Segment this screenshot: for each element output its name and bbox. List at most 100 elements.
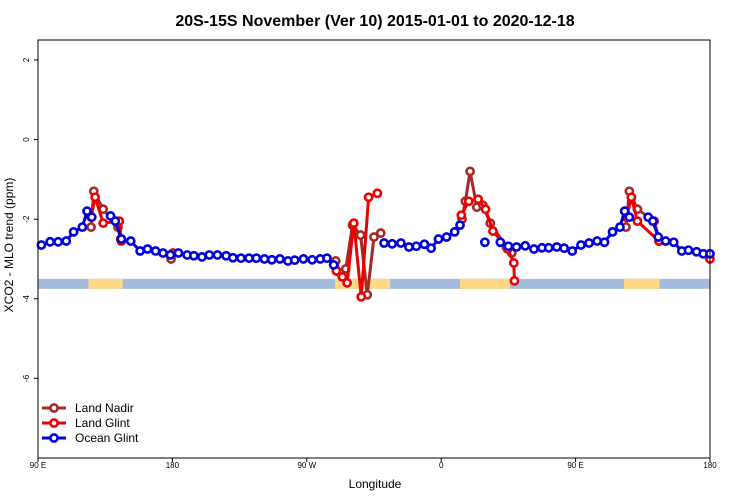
y-tick-label: -2 bbox=[22, 215, 31, 223]
data-point-ocean-glint bbox=[135, 246, 146, 256]
data-point-ocean-glint bbox=[165, 250, 176, 260]
data-point-ocean-glint bbox=[479, 237, 490, 248]
data-point-ocean-glint bbox=[419, 239, 430, 250]
data-point-ocean-glint bbox=[647, 216, 658, 227]
data-point-ocean-glint bbox=[275, 254, 285, 264]
data-point-ocean-glint bbox=[411, 241, 422, 252]
data-point-ocean-glint bbox=[110, 216, 121, 227]
land-ocean-band bbox=[38, 278, 710, 289]
legend-marker-land-glint bbox=[49, 418, 59, 428]
data-point-ocean-glint bbox=[259, 254, 270, 264]
y-tick-label: 0 bbox=[22, 137, 31, 142]
legend-marker-ocean-glint bbox=[49, 433, 59, 443]
legend-label-land-nadir: Land Nadir bbox=[75, 401, 134, 415]
data-point-ocean-glint bbox=[449, 226, 460, 237]
data-point-ocean-glint bbox=[53, 236, 64, 247]
data-point-ocean-glint bbox=[125, 236, 136, 246]
data-point-land-glint bbox=[480, 204, 491, 215]
x-tick-label: 90 E bbox=[567, 461, 583, 470]
y-tick-label: 2 bbox=[22, 57, 31, 62]
data-point-land-glint bbox=[98, 218, 109, 229]
data-point-land-glint bbox=[337, 271, 348, 282]
data-point-ocean-glint bbox=[189, 250, 199, 261]
data-point-ocean-glint bbox=[86, 212, 97, 223]
data-point-land-glint bbox=[456, 210, 467, 221]
data-point-land-glint bbox=[473, 194, 484, 205]
x-axis-label: Longitude bbox=[349, 477, 402, 491]
data-point-ocean-glint bbox=[212, 250, 223, 260]
land-band-segment bbox=[623, 278, 660, 289]
chart-title: 20S-15S November (Ver 10) 2015-01-01 to … bbox=[175, 13, 574, 30]
data-point-ocean-glint bbox=[529, 244, 539, 254]
data-point-ocean-glint bbox=[322, 253, 332, 264]
data-point-ocean-glint bbox=[404, 242, 414, 252]
x-tick-label: 90 W bbox=[297, 461, 316, 470]
data-point-ocean-glint bbox=[668, 237, 679, 248]
data-point-land-nadir bbox=[465, 166, 475, 177]
y-tick-label: -4 bbox=[22, 295, 31, 303]
data-point-ocean-glint bbox=[328, 260, 339, 270]
data-point-land-nadir bbox=[86, 222, 96, 233]
data-point-ocean-glint bbox=[387, 238, 398, 249]
data-point-land-glint bbox=[626, 192, 637, 203]
data-point-ocean-glint bbox=[61, 236, 72, 246]
series-ocean-glint bbox=[36, 206, 715, 270]
data-point-ocean-glint bbox=[520, 240, 531, 251]
legend-label-ocean-glint: Ocean Glint bbox=[75, 431, 139, 445]
data-point-ocean-glint bbox=[559, 243, 570, 254]
data-point-ocean-glint bbox=[576, 240, 586, 250]
data-point-land-glint bbox=[488, 226, 498, 236]
x-tick-label: 90 E bbox=[30, 461, 46, 470]
data-point-ocean-glint bbox=[251, 253, 262, 264]
data-point-ocean-glint bbox=[433, 234, 444, 244]
data-point-ocean-glint bbox=[592, 236, 603, 246]
data-point-ocean-glint bbox=[503, 241, 514, 252]
data-point-land-glint bbox=[372, 188, 383, 199]
data-point-ocean-glint bbox=[455, 220, 465, 231]
x-tick-label: 180 bbox=[166, 461, 180, 470]
data-point-land-glint bbox=[463, 196, 474, 207]
y-axis-label: XCO2 - MLO trend (ppm) bbox=[2, 178, 16, 313]
axes: 90 E 180 90 W 0 90 E 180 2 0 -2 -4 -6 bbox=[22, 57, 717, 470]
data-point-land-glint bbox=[348, 218, 359, 229]
data-point-land-glint bbox=[632, 216, 643, 227]
series-land-nadir bbox=[86, 166, 665, 300]
data-point-ocean-glint bbox=[150, 246, 161, 256]
y-tick-label: -6 bbox=[22, 374, 31, 382]
data-point-land-nadir bbox=[375, 228, 386, 238]
data-point-ocean-glint bbox=[379, 238, 389, 248]
data-point-land-glint bbox=[508, 258, 519, 268]
data-point-ocean-glint bbox=[660, 236, 671, 246]
data-point-land-glint bbox=[509, 275, 520, 286]
data-point-land-glint bbox=[363, 192, 374, 203]
land-band-segment bbox=[88, 278, 123, 289]
data-point-land-nadir bbox=[369, 232, 379, 242]
data-point-ocean-glint bbox=[82, 206, 92, 217]
data-point-land-nadir bbox=[355, 230, 366, 240]
data-point-ocean-glint bbox=[116, 234, 127, 244]
data-point-ocean-glint bbox=[289, 255, 300, 266]
land-band-segment bbox=[460, 278, 510, 289]
series-line-land-glint bbox=[625, 195, 660, 243]
data-point-ocean-glint bbox=[77, 222, 88, 233]
data-point-ocean-glint bbox=[173, 248, 184, 258]
data-point-ocean-glint bbox=[607, 226, 618, 237]
data-point-ocean-glint bbox=[441, 232, 452, 242]
legend-label-land-glint: Land Glint bbox=[75, 416, 130, 430]
data-point-ocean-glint bbox=[426, 243, 437, 254]
data-point-ocean-glint bbox=[495, 237, 506, 248]
data-point-ocean-glint bbox=[307, 254, 318, 265]
data-point-ocean-glint bbox=[236, 253, 246, 264]
x-tick-label: 0 bbox=[439, 461, 444, 470]
data-point-ocean-glint bbox=[683, 245, 694, 256]
data-point-ocean-glint bbox=[298, 254, 309, 264]
data-point-ocean-glint bbox=[543, 242, 554, 253]
data-point-ocean-glint bbox=[197, 252, 207, 262]
data-point-ocean-glint bbox=[45, 236, 55, 247]
data-point-ocean-glint bbox=[619, 206, 630, 217]
x-tick-label: 180 bbox=[703, 461, 717, 470]
data-point-ocean-glint bbox=[68, 226, 79, 237]
series-layer bbox=[36, 166, 715, 302]
